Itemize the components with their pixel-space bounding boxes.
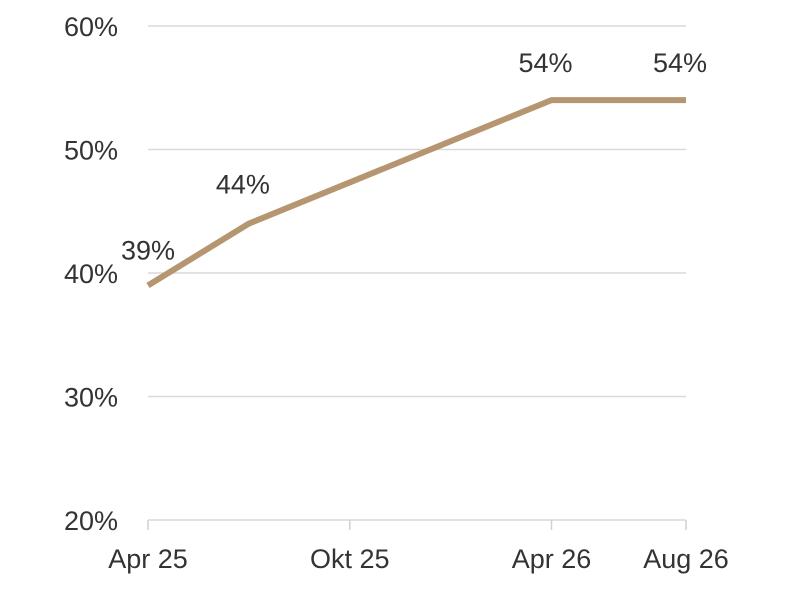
- data-label: 54%: [518, 48, 572, 78]
- x-tick-label: Okt 25: [310, 544, 390, 574]
- y-tick-label: 50%: [64, 136, 118, 166]
- x-axis: Apr 25 Okt 25 Apr 26 Aug 26: [108, 520, 729, 574]
- y-axis: 20% 30% 40% 50% 60%: [64, 12, 118, 536]
- x-tick-label: Apr 25: [108, 544, 188, 574]
- y-grid: [148, 25, 686, 521]
- y-tick-label: 30%: [64, 383, 118, 413]
- y-tick-label: 20%: [64, 506, 118, 536]
- data-labels: 39% 44% 54% 54%: [121, 48, 707, 265]
- y-tick-label: 40%: [64, 259, 118, 289]
- data-label: 39%: [121, 235, 175, 265]
- x-tick-label: Aug 26: [643, 544, 729, 574]
- series-line: [146, 97, 686, 288]
- y-tick-label: 60%: [64, 12, 118, 42]
- x-tick-label: Apr 26: [512, 544, 592, 574]
- data-label: 44%: [216, 170, 270, 200]
- data-label: 54%: [653, 48, 707, 78]
- series-group: [146, 97, 686, 288]
